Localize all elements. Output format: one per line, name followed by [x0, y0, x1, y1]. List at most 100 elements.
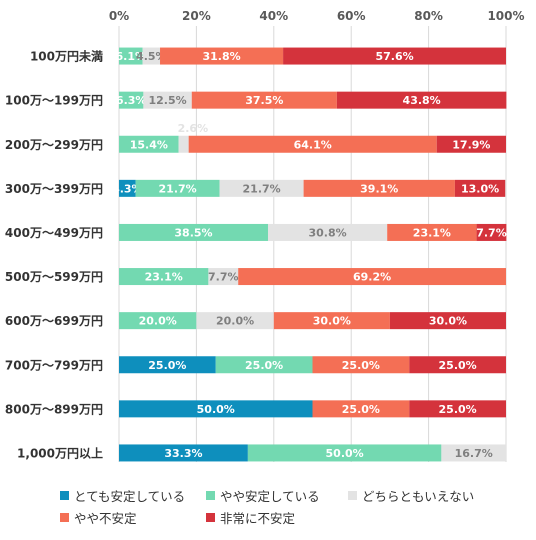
bar-segment — [188, 135, 437, 153]
legend-item-5: 非常に不安定 — [206, 508, 295, 527]
x-tick-label: 40% — [259, 9, 288, 23]
data-label: 17.9% — [452, 138, 490, 151]
data-label: 20.0% — [216, 315, 254, 328]
legend-item-4: やや不安定 — [60, 508, 206, 527]
category-label: 700万～799万円 — [5, 358, 103, 372]
legend-label-2: やや安定している — [220, 488, 320, 504]
category-label: 100万円未満 — [30, 49, 103, 64]
bar-segment — [142, 47, 161, 65]
bar-segment — [178, 135, 189, 153]
bar-segment — [196, 312, 274, 330]
legend-item-3: どちらともいえない — [348, 486, 474, 505]
data-label: 50.0% — [197, 403, 235, 416]
data-label: 30.0% — [429, 315, 467, 328]
legend-item-1: とても安定している — [60, 486, 206, 505]
bar-segment — [436, 135, 506, 153]
legend-label-1: とても安定している — [74, 488, 186, 504]
category-label: 100万～199万円 — [5, 94, 103, 108]
bar-segment — [119, 312, 197, 330]
x-tick-label: 100% — [487, 9, 524, 23]
bar-segment — [143, 91, 192, 109]
data-label: 6.3% — [116, 94, 147, 107]
data-label: 21.7% — [159, 182, 197, 195]
bar-segment — [219, 179, 304, 197]
data-label: 13.0% — [461, 182, 499, 195]
bar-segment — [119, 400, 313, 418]
bar-segment — [160, 47, 284, 65]
data-label: 25.0% — [148, 359, 186, 372]
data-label: 6.1% — [116, 50, 147, 63]
category-label: 800万～899万円 — [5, 402, 103, 416]
data-label: 25.0% — [439, 403, 477, 416]
bar-segment — [215, 356, 313, 374]
data-label: 30.8% — [309, 226, 347, 239]
data-label: 25.0% — [245, 359, 283, 372]
data-label: 2.6% — [178, 122, 209, 135]
x-tick-label: 20% — [182, 9, 211, 23]
category-label: 200万～299万円 — [5, 138, 103, 152]
data-label: 4.5% — [136, 50, 167, 63]
x-tick-label: 0% — [109, 9, 129, 23]
bar-segment — [247, 444, 442, 462]
data-label: 15.4% — [130, 138, 168, 151]
bar-segment — [208, 268, 239, 286]
x-tick-label: 80% — [414, 9, 443, 23]
category-label: 1,000万円以上 — [17, 445, 103, 460]
bar-segment — [387, 223, 477, 241]
bar-segment — [312, 356, 410, 374]
bar-segment — [238, 268, 507, 286]
category-label: 300万～399万円 — [5, 182, 103, 196]
data-label: 25.0% — [342, 359, 380, 372]
legend-label-3: どちらともいえない — [362, 488, 475, 504]
data-label: 7.7% — [208, 271, 239, 284]
data-label: 20.0% — [139, 315, 177, 328]
bar-segment — [273, 312, 390, 330]
bar-segment — [303, 179, 455, 197]
legend-swatch-5 — [206, 512, 215, 522]
data-label: 31.8% — [202, 50, 240, 63]
bar-segment — [312, 400, 410, 418]
bar-segment — [476, 223, 507, 241]
bar-segment — [409, 356, 506, 374]
data-label: 25.0% — [342, 403, 380, 416]
data-label: 7.7% — [476, 226, 507, 239]
data-label: 39.1% — [360, 182, 398, 195]
data-label: 23.1% — [145, 271, 183, 284]
bar-segment — [119, 135, 179, 153]
bar-segment — [441, 444, 506, 462]
data-label: 33.3% — [164, 447, 202, 460]
bar-segment — [336, 91, 507, 109]
data-label: 38.5% — [174, 226, 212, 239]
bar-segment — [119, 91, 144, 109]
legend-label-5: 非常に不安定 — [220, 510, 296, 526]
bar-segment — [119, 444, 248, 462]
data-label: 69.2% — [353, 271, 391, 284]
x-tick-label: 60% — [337, 9, 366, 23]
data-label: 37.5% — [245, 94, 283, 107]
bar-segment — [119, 356, 216, 374]
category-label: 400万～499万円 — [5, 226, 103, 240]
bar-segment — [409, 400, 506, 418]
bar-segment — [135, 179, 220, 197]
category-label: 600万～699万円 — [5, 314, 103, 328]
bar-segment — [389, 312, 506, 330]
legend-item-2: やや安定している — [206, 486, 348, 505]
bar-segment — [454, 179, 506, 197]
data-label: 43.8% — [403, 94, 441, 107]
chart-legend: とても安定している やや安定している どちらともいえない やや不安定 非常に不安… — [0, 484, 536, 528]
data-label: 30.0% — [313, 315, 351, 328]
bar-segment — [283, 47, 506, 65]
data-label: 4.3% — [112, 182, 143, 195]
bar-segment — [119, 268, 209, 286]
data-label: 50.0% — [326, 447, 364, 460]
bar-segment — [191, 91, 337, 109]
data-label: 57.6% — [375, 50, 413, 63]
legend-swatch-2 — [206, 490, 215, 500]
legend-row-2: やや不安定 非常に不安定 — [0, 506, 536, 528]
data-label: 16.7% — [455, 447, 493, 460]
data-label: 25.0% — [439, 359, 477, 372]
category-label: 500万～599万円 — [5, 270, 103, 284]
data-label: 64.1% — [294, 138, 332, 151]
data-label: 23.1% — [413, 226, 451, 239]
